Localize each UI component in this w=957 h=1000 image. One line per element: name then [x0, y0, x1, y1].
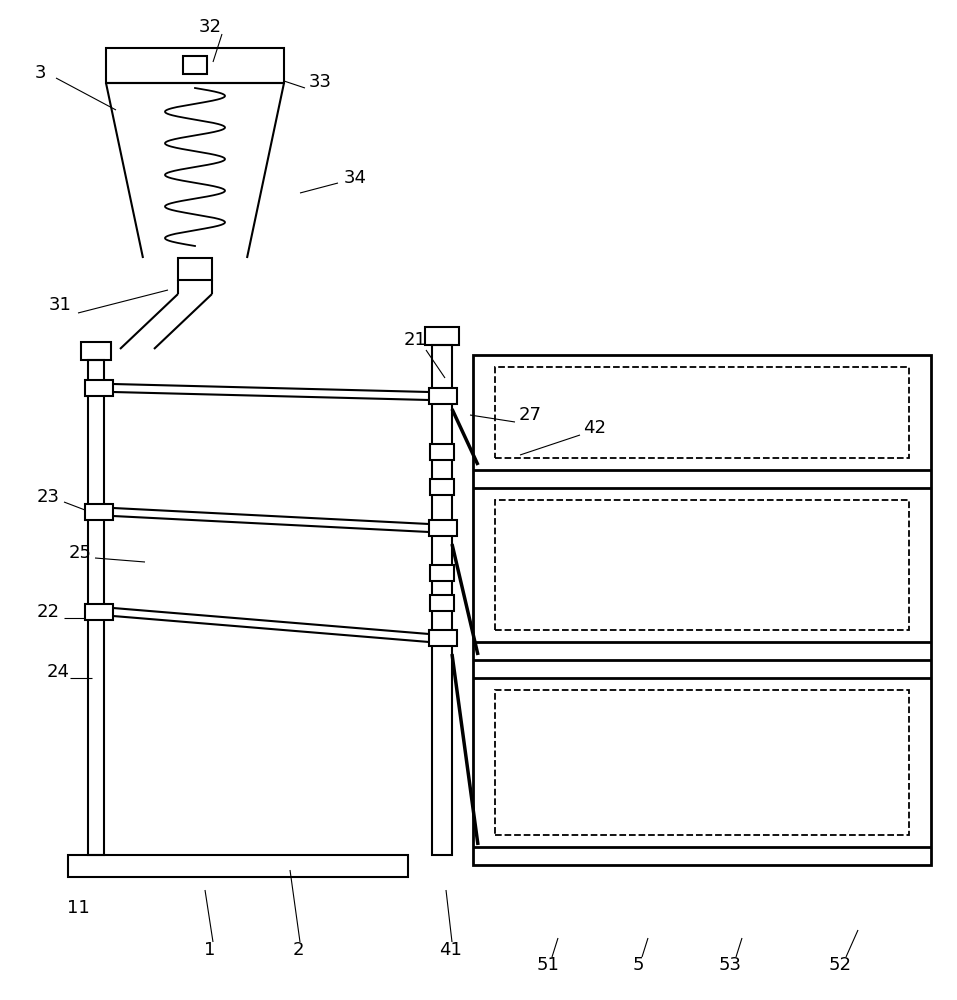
Bar	[430, 595, 454, 611]
Text: 27: 27	[519, 406, 542, 424]
Bar	[425, 327, 459, 345]
Text: 22: 22	[36, 603, 59, 621]
Bar	[429, 520, 457, 536]
Text: 21: 21	[404, 331, 427, 349]
Text: 34: 34	[344, 169, 367, 187]
Bar	[429, 630, 457, 646]
Text: 51: 51	[537, 956, 560, 974]
Text: 23: 23	[36, 488, 59, 506]
Text: 42: 42	[584, 419, 607, 437]
Bar	[183, 56, 207, 74]
Bar	[106, 48, 284, 83]
Bar	[430, 444, 454, 460]
Text: 53: 53	[719, 956, 742, 974]
Text: 31: 31	[49, 296, 72, 314]
Bar	[178, 258, 212, 280]
Text: 3: 3	[34, 64, 46, 82]
Text: 41: 41	[438, 941, 461, 959]
Text: 33: 33	[308, 73, 331, 91]
Bar	[495, 367, 909, 458]
Bar	[430, 565, 454, 581]
Text: 32: 32	[198, 18, 221, 36]
Text: 52: 52	[829, 956, 852, 974]
Bar	[473, 355, 931, 865]
Bar	[85, 604, 113, 620]
Bar	[430, 479, 454, 495]
Text: 11: 11	[67, 899, 89, 917]
Text: 24: 24	[47, 663, 70, 681]
Text: 5: 5	[633, 956, 644, 974]
Bar	[85, 504, 113, 520]
Bar	[495, 690, 909, 835]
Bar	[429, 388, 457, 404]
Text: 2: 2	[292, 941, 303, 959]
Text: 1: 1	[204, 941, 215, 959]
Bar	[88, 360, 104, 855]
Bar	[85, 380, 113, 396]
Bar	[495, 500, 909, 630]
Bar	[81, 342, 111, 360]
Text: 25: 25	[69, 544, 92, 562]
Bar	[432, 345, 452, 855]
Bar	[68, 855, 408, 877]
